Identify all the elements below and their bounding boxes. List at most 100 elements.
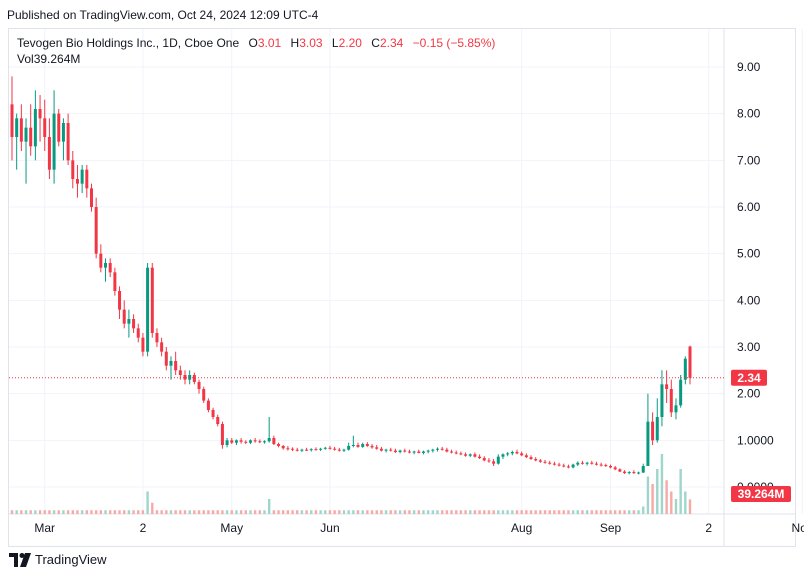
candle-body xyxy=(679,379,683,406)
volume-bar xyxy=(90,510,93,514)
volume-bar xyxy=(557,510,561,514)
volume-bar xyxy=(85,510,89,514)
high-label: H xyxy=(290,36,300,50)
volume-bar xyxy=(660,454,664,514)
candle-body xyxy=(29,127,33,147)
candle-body xyxy=(136,328,140,338)
candle-body xyxy=(230,440,234,443)
candle-body xyxy=(585,462,589,464)
candle-body xyxy=(576,462,580,465)
y-tick-label: 5.00 xyxy=(737,247,761,261)
volume-bar xyxy=(29,510,32,514)
volume-bar xyxy=(272,510,276,514)
volume-bar xyxy=(20,510,23,514)
volume-bar xyxy=(511,510,514,514)
candle-body xyxy=(108,263,112,273)
candle-body xyxy=(248,440,252,443)
volume-bar xyxy=(127,510,131,514)
candle-body xyxy=(122,309,126,324)
candle-body xyxy=(599,464,603,466)
volume-bar xyxy=(286,510,290,514)
volume-bar xyxy=(132,510,135,514)
y-tick-label: 1.0000 xyxy=(737,433,774,447)
volume-bar xyxy=(146,491,149,514)
x-tick-label: 2 xyxy=(140,521,147,535)
volume-bar xyxy=(15,510,18,514)
candle-body xyxy=(178,370,182,375)
candle-body xyxy=(566,466,570,468)
candle-body xyxy=(501,454,505,457)
volume-bar xyxy=(338,510,341,514)
candle-body xyxy=(183,375,187,380)
volume-bar xyxy=(305,510,308,514)
volume-bar xyxy=(71,510,74,514)
candle-body xyxy=(389,449,393,451)
volume-bar xyxy=(534,510,537,514)
candle-body xyxy=(356,445,360,447)
volume-bar xyxy=(618,510,622,514)
volume-bar xyxy=(431,510,435,514)
candle-body xyxy=(660,384,664,417)
candle-body xyxy=(333,448,337,450)
candle-body xyxy=(646,421,650,466)
volume-bar xyxy=(300,510,304,514)
volume-bar xyxy=(221,510,224,514)
volume-bar xyxy=(366,510,369,514)
volume-bar xyxy=(324,510,327,514)
y-tick-label: 6.00 xyxy=(737,200,761,214)
candle-body xyxy=(89,188,93,207)
high-value: 3.03 xyxy=(299,36,323,50)
volume-bar xyxy=(515,510,519,514)
candle-body xyxy=(683,358,687,380)
volume-bar xyxy=(202,510,205,514)
candle-body xyxy=(487,460,491,462)
candle-body xyxy=(515,452,519,454)
volume-value: 39.264M xyxy=(33,52,81,66)
volume-bar xyxy=(141,510,145,514)
candle-body xyxy=(506,453,510,455)
volume-bar xyxy=(314,510,318,514)
volume-bar xyxy=(108,510,112,514)
y-tick-label: 7.00 xyxy=(737,153,761,167)
candle-body xyxy=(323,447,327,449)
candle-body xyxy=(206,400,210,410)
x-tick-label: Mar xyxy=(34,521,55,535)
volume-bar xyxy=(520,510,523,514)
candle-body xyxy=(623,471,627,473)
chart-frame[interactable] xyxy=(8,28,796,547)
tradingview-brand[interactable]: TradingView xyxy=(9,552,107,567)
candle-body xyxy=(468,454,472,456)
volume-bar xyxy=(76,510,79,514)
volume-bar xyxy=(450,510,453,514)
candle-body xyxy=(286,448,290,450)
volume-bar xyxy=(473,510,477,514)
candle-body xyxy=(641,466,645,473)
volume-bar xyxy=(57,510,60,514)
candle-body xyxy=(15,118,19,137)
candle-body xyxy=(651,421,655,441)
volume-bar xyxy=(66,510,70,514)
candle-body xyxy=(637,472,641,474)
volume-bar xyxy=(277,510,280,514)
candle-body xyxy=(473,454,477,457)
low-value: 2.20 xyxy=(338,36,362,50)
candle-body xyxy=(609,466,613,468)
candle-body xyxy=(305,449,309,451)
x-tick-label: Nov xyxy=(792,521,804,535)
volume-bar xyxy=(342,510,346,514)
y-tick-label: 3.00 xyxy=(737,340,761,354)
candle-body xyxy=(244,441,248,443)
volume-bar xyxy=(244,510,247,514)
candle-body xyxy=(113,272,117,291)
candle-body xyxy=(132,319,136,329)
candle-body xyxy=(464,454,468,456)
volume-bar xyxy=(48,510,51,514)
volume-bar xyxy=(43,510,46,514)
candle-body xyxy=(155,333,159,343)
volume-bar xyxy=(104,510,107,514)
candle-body xyxy=(492,461,496,464)
volume-bar xyxy=(632,510,636,514)
brand-name: TradingView xyxy=(35,552,107,567)
volume-bar xyxy=(670,491,673,514)
